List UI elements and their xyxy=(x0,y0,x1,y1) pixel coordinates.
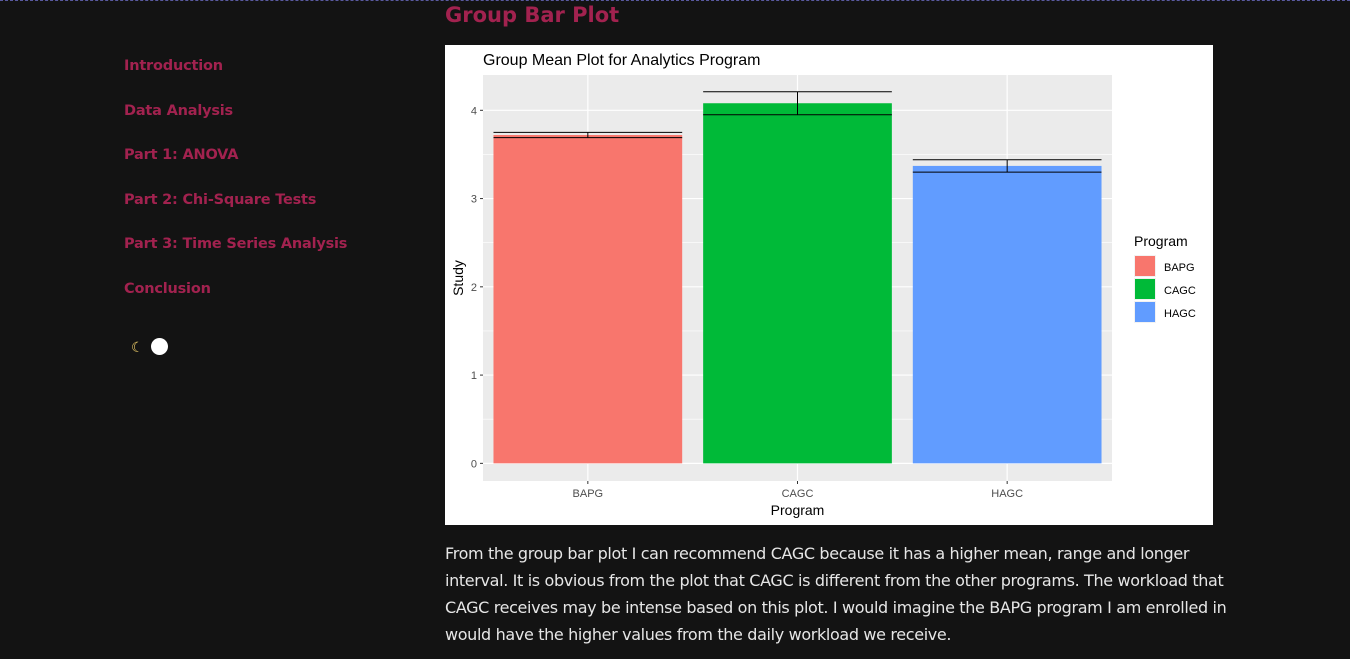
moon-icon: ☾ xyxy=(131,338,144,355)
y-axis-label: Study xyxy=(450,260,466,296)
legend-title: Program xyxy=(1134,233,1188,249)
chart-title: Group Mean Plot for Analytics Program xyxy=(483,52,760,69)
x-tick-label: BAPG xyxy=(573,488,604,500)
theme-toggle[interactable]: ☾ xyxy=(131,338,168,355)
legend-label-cagc: CAGC xyxy=(1164,285,1196,297)
sidebar-item-anova[interactable]: Part 1: ANOVA xyxy=(124,147,239,163)
section-heading: Group Bar Plot xyxy=(445,3,620,27)
y-tick-label: 4 xyxy=(471,105,477,117)
sidebar-item-introduction[interactable]: Introduction xyxy=(124,58,223,74)
sidebar-item-chi-square[interactable]: Part 2: Chi-Square Tests xyxy=(124,191,317,208)
y-tick-label: 2 xyxy=(471,282,477,294)
x-axis-label: Program xyxy=(771,502,825,518)
legend-label-bapg: BAPG xyxy=(1164,262,1195,274)
plot-panel: 0 1 2 3 4 BAPG CAGC HAGC Group Mean Plot for Ana… xyxy=(445,45,1213,525)
x-tick-label: HAGC xyxy=(991,488,1023,500)
sidebar-item-data-analysis[interactable]: Data Analysis xyxy=(124,102,233,119)
legend-swatch-bapg xyxy=(1135,256,1155,276)
y-tick-label: 3 xyxy=(471,194,477,206)
group-bar-chart: 0 1 2 3 4 BAPG CAGC HAGC Group Mean Plot for Ana… xyxy=(450,52,1196,518)
y-tick-label: 0 xyxy=(471,458,477,470)
bar-bapg xyxy=(493,135,683,464)
legend-swatch-hagc xyxy=(1135,302,1155,322)
top-border xyxy=(0,0,1350,3)
toggle-knob xyxy=(150,338,168,355)
y-tick-label: 1 xyxy=(471,370,477,382)
sidebar-nav: Introduction Data Analysis Part 1: ANOVA… xyxy=(124,57,424,324)
legend-swatch-cagc xyxy=(1135,279,1155,299)
sidebar-item-time-series[interactable]: Part 3: Time Series Analysis xyxy=(124,236,348,252)
bar-hagc xyxy=(912,165,1102,464)
legend-label-hagc: HAGC xyxy=(1164,308,1196,320)
body-paragraph: From the group bar plot I can recommend … xyxy=(445,544,1227,644)
sidebar-item-conclusion[interactable]: Conclusion xyxy=(124,280,211,297)
x-tick-label: CAGC xyxy=(782,488,814,500)
bar-cagc xyxy=(703,103,892,464)
